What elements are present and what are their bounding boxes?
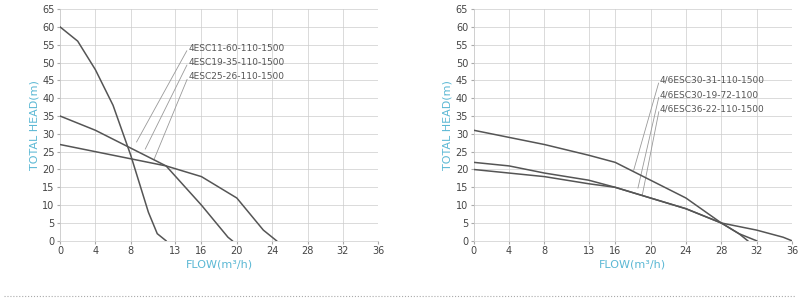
Text: 4ESC19-35-110-1500: 4ESC19-35-110-1500 <box>188 58 285 67</box>
Text: 4ESC11-60-110-1500: 4ESC11-60-110-1500 <box>188 44 285 53</box>
Y-axis label: TOTAL HEAD(m): TOTAL HEAD(m) <box>443 80 453 170</box>
X-axis label: FLOW(m³/h): FLOW(m³/h) <box>599 259 666 269</box>
Text: 4/6ESC30-31-110-1500: 4/6ESC30-31-110-1500 <box>659 76 764 85</box>
Text: 4/6ESC36-22-110-1500: 4/6ESC36-22-110-1500 <box>659 104 764 113</box>
Y-axis label: TOTAL HEAD(m): TOTAL HEAD(m) <box>29 80 39 170</box>
Text: 4/6ESC30-19-72-1100: 4/6ESC30-19-72-1100 <box>659 90 758 99</box>
X-axis label: FLOW(m³/h): FLOW(m³/h) <box>186 259 253 269</box>
Text: 4ESC25-26-110-1500: 4ESC25-26-110-1500 <box>188 72 284 81</box>
